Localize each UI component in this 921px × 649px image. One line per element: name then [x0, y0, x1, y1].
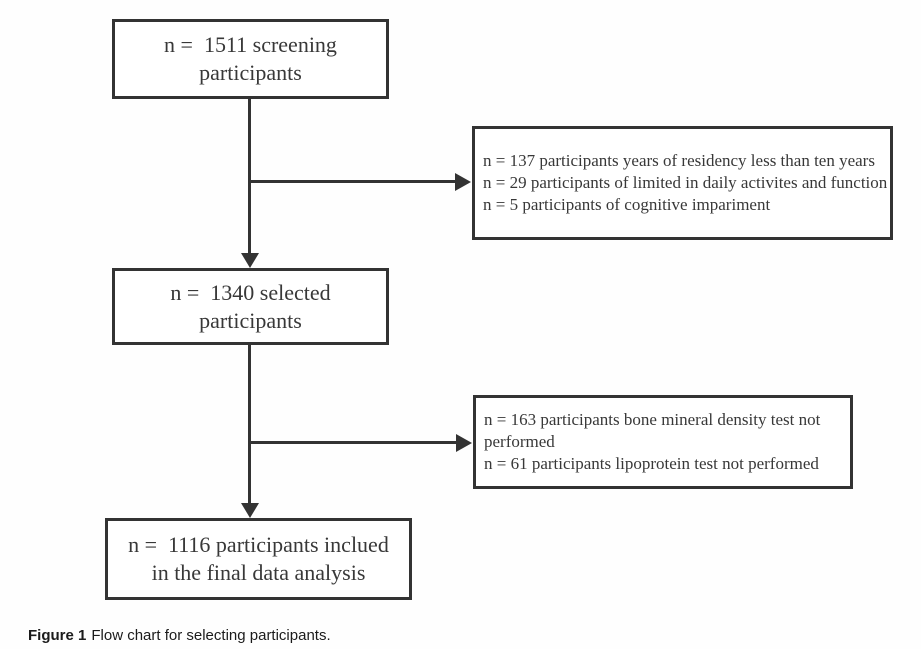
box-final-text: n = 1116 participants inclued in the fin…: [128, 532, 389, 585]
box-screening-text: n = 1511 screening participants: [164, 32, 337, 85]
box-excluded-before-analysis: n = 163 participants bone mineral densit…: [473, 395, 853, 489]
arrow-exclusion-first-line: [250, 180, 456, 183]
arrow-screening-to-selected-line: [248, 99, 251, 255]
box-final-analysis: n = 1116 participants inclued in the fin…: [105, 518, 412, 600]
arrow-down-icon: [241, 253, 259, 268]
box-selected-participants: n = 1340 selected participants: [112, 268, 389, 345]
figure-caption-label: Figure 1: [28, 627, 87, 644]
box-screening-participants: n = 1511 screening participants: [112, 19, 389, 99]
arrow-right-icon: [455, 173, 471, 191]
arrow-exclusion-second-line: [250, 441, 457, 444]
arrow-selected-to-final-line: [248, 345, 251, 505]
box-excluded-before-selection: n = 137 participants years of residency …: [472, 126, 893, 240]
box-excluded-first-text: n = 137 participants years of residency …: [483, 151, 888, 214]
box-excluded-second-text: n = 163 participants bone mineral densit…: [484, 410, 821, 473]
figure-caption: Figure 1 Flow chart for selecting partici…: [28, 627, 331, 644]
arrow-right-icon: [456, 434, 472, 452]
arrow-down-icon: [241, 503, 259, 518]
box-selected-text: n = 1340 selected participants: [170, 279, 331, 333]
figure-caption-text: Flow chart for selecting participants.: [91, 627, 331, 644]
